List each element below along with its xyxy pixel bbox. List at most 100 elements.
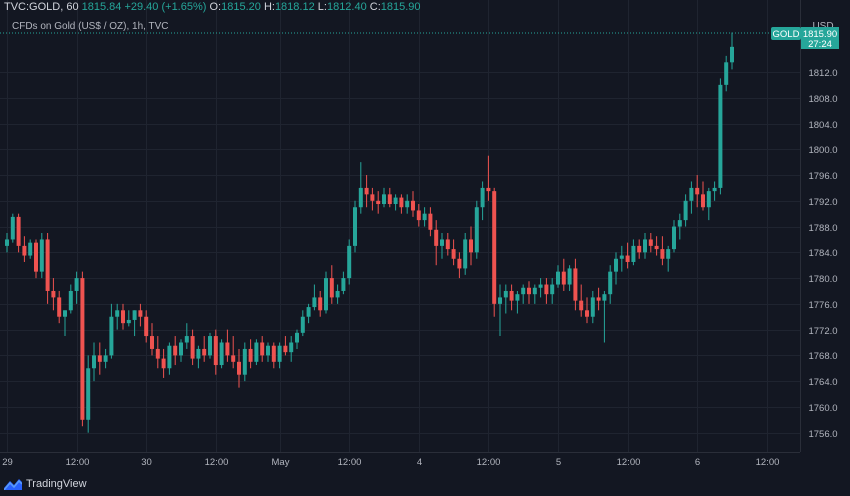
open-label: O: [209, 1, 222, 13]
candle-body [399, 197, 404, 208]
candle [631, 239, 636, 266]
candle-body [335, 290, 340, 298]
candle-body [92, 355, 96, 369]
candle [538, 278, 543, 298]
x-tick-label: 12:00 [205, 457, 229, 468]
candle [387, 187, 392, 208]
candle-body [411, 200, 415, 211]
candle-body [86, 368, 91, 420]
candle [103, 348, 108, 369]
candle [689, 181, 694, 214]
x-tick-label: 12:00 [66, 457, 90, 468]
candle [480, 181, 485, 221]
x-tick-label: 6 [695, 457, 700, 468]
candle-body [219, 342, 224, 366]
y-tick-label: 1800.0 [808, 145, 837, 156]
candle [231, 336, 236, 369]
candle-body [451, 249, 456, 259]
candle-body [730, 46, 734, 63]
candle [97, 342, 102, 375]
candle-body [161, 358, 166, 369]
candle-body [376, 200, 381, 205]
tradingview-branding[interactable]: TradingView [4, 476, 87, 492]
candle [39, 233, 44, 279]
candle [271, 342, 276, 369]
candle [295, 329, 299, 349]
candle-body [277, 345, 282, 362]
candle [353, 200, 357, 253]
y-tick-label: 1796.0 [808, 171, 837, 182]
candle [654, 236, 659, 256]
time-axis[interactable]: 29 12:00 30 12:00 May 12:00 4 12:00 5 12:00 6 12:00 [2, 457, 779, 468]
x-tick-label: May [272, 457, 290, 468]
candle-body [196, 348, 201, 359]
candle [248, 339, 253, 369]
candle [503, 284, 508, 314]
candle [80, 271, 85, 427]
candle [155, 336, 160, 369]
price-tag-value: 1815.90 [803, 29, 837, 40]
candle-body [538, 284, 543, 288]
candle [138, 303, 143, 327]
candle [463, 233, 468, 275]
candle-body [602, 294, 607, 301]
candle-body [237, 361, 241, 375]
candle-body [486, 187, 491, 192]
candle [585, 297, 589, 324]
candle-body [173, 345, 178, 356]
candle [190, 329, 195, 366]
candle-body [248, 348, 253, 362]
candle [196, 345, 201, 369]
candle-body [643, 239, 647, 253]
y-tick-label: 1804.0 [808, 120, 837, 131]
y-tick-label: 1760.0 [808, 403, 837, 414]
candle [115, 303, 120, 330]
candle [318, 290, 323, 317]
candle-body [109, 316, 114, 356]
candle-body [631, 245, 636, 262]
candle-body [150, 336, 154, 349]
symbol-label[interactable]: TVC:GOLD, 60 [4, 1, 79, 13]
candle-body [660, 249, 665, 259]
y-tick-label: 1776.0 [808, 300, 837, 311]
brand-name: TradingView [26, 478, 87, 490]
candle [370, 187, 375, 211]
candle-body [422, 213, 427, 221]
candle-body [550, 284, 555, 295]
candle [416, 204, 421, 227]
candle [202, 336, 207, 362]
candle [445, 233, 450, 256]
candle [701, 181, 705, 211]
candle-body [300, 316, 305, 333]
candle-body [184, 336, 189, 343]
close-value: 1815.90 [380, 1, 421, 13]
candle [74, 271, 79, 304]
candle [428, 207, 433, 237]
candle [434, 220, 439, 266]
chart-subtitle: CFDs on Gold (US$ / OZ), 1h, TVC [12, 21, 169, 32]
candle-body [231, 355, 236, 362]
candle-body [509, 290, 514, 301]
candle-body [295, 332, 299, 343]
candle [28, 239, 33, 259]
candle [399, 194, 404, 214]
currency-label: USD [812, 21, 833, 32]
candle-body [260, 342, 265, 356]
candle-body [121, 310, 125, 324]
candle-body [416, 210, 421, 221]
candle [376, 191, 381, 214]
price-axis[interactable]: 1756.0 1760.0 1764.0 1768.0 1772.0 1776.0 1780… [808, 68, 837, 440]
y-tick-label: 1784.0 [808, 248, 837, 259]
candle-body [80, 278, 85, 420]
candle [34, 239, 38, 279]
candle-body [382, 194, 386, 205]
candle [614, 252, 618, 285]
candle [643, 233, 647, 259]
candle [567, 265, 572, 291]
symbol-tag-bg [771, 27, 801, 40]
candle [358, 162, 363, 214]
candle [718, 78, 723, 195]
y-tick-label: 1756.0 [808, 429, 837, 440]
